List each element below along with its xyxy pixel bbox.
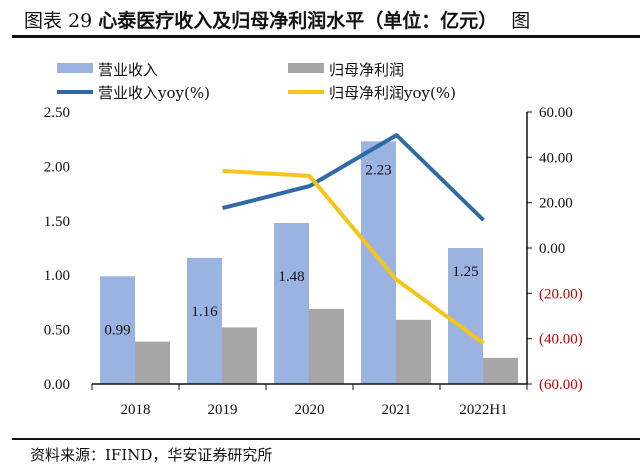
bar-net-profit-2021 — [396, 319, 431, 384]
right-axis-tick-label: 0.00 — [539, 241, 565, 257]
left-axis-tick-label: 2.50 — [44, 105, 70, 121]
data-label-revenue-2018: 0.99 — [104, 322, 130, 338]
bar-revenue-2018 — [100, 276, 135, 384]
legend-swatch-net-profit — [288, 63, 324, 73]
x-tick-label: 2022H1 — [459, 402, 507, 418]
right-axis-tick-label: (20.00) — [539, 286, 583, 302]
legend-label-revenue: 营业收入 — [98, 61, 158, 79]
source-rule — [12, 438, 640, 440]
right-axis-tick-label: 60.00 — [539, 105, 573, 121]
right-axis-tick-label: 40.00 — [539, 150, 573, 166]
data-label-revenue-2021: 2.23 — [365, 162, 391, 178]
left-axis-tick-label: 2.00 — [44, 159, 70, 175]
data-label-revenue-2019: 1.16 — [191, 304, 218, 320]
data-label-revenue-2022H1: 1.25 — [452, 264, 478, 280]
line-net-profit-yoy — [222, 168, 485, 345]
line-revenue-yoy — [222, 133, 485, 222]
bar-net-profit-2019 — [222, 327, 257, 384]
title-rule — [12, 35, 640, 38]
right-axis-tick-label: (60.00) — [539, 377, 583, 393]
left-axis-tick-label: 1.50 — [44, 214, 70, 230]
x-tick-label: 2021 — [382, 402, 412, 418]
bar-revenue-2022H1 — [448, 248, 483, 384]
figure-number: 图表 29 — [24, 10, 93, 32]
legend-swatch-revenue — [57, 63, 93, 73]
right-axis-tick-label: 20.00 — [539, 196, 573, 212]
legend-label-net-profit: 归母净利润 — [329, 61, 404, 79]
data-label-revenue-2020: 1.48 — [278, 269, 304, 285]
next-figure-title-fragment: 图 — [511, 10, 531, 32]
bar-net-profit-2018 — [135, 341, 170, 384]
x-tick-label: 2020 — [295, 402, 325, 418]
bar-net-profit-2020 — [309, 308, 344, 384]
left-axis-tick-label: 0.00 — [44, 377, 70, 393]
bar-revenue-2021 — [361, 141, 396, 384]
bar-revenue-2020 — [274, 222, 309, 384]
left-axis-tick-label: 1.00 — [44, 268, 70, 284]
x-tick-label: 2019 — [208, 402, 238, 418]
right-axis-tick-label: (40.00) — [539, 332, 583, 348]
figure-title: 图表 29 心泰医疗收入及归母净利润水平（单位：亿元） 图 — [24, 6, 530, 33]
bar-net-profit-2022H1 — [483, 357, 518, 384]
legend-label-net-profit-yoy: 归母净利润yoy(%) — [329, 84, 456, 102]
left-axis-tick-label: 0.50 — [44, 323, 70, 339]
legend-label-revenue-yoy: 营业收入yoy(%) — [98, 84, 210, 102]
source-note: 资料来源：IFIND，华安证券研究所 — [30, 446, 273, 464]
x-tick-label: 2018 — [121, 402, 151, 418]
bar-revenue-2019 — [187, 257, 222, 384]
figure-title-text: 心泰医疗收入及归母净利润水平（单位：亿元） — [98, 10, 498, 32]
